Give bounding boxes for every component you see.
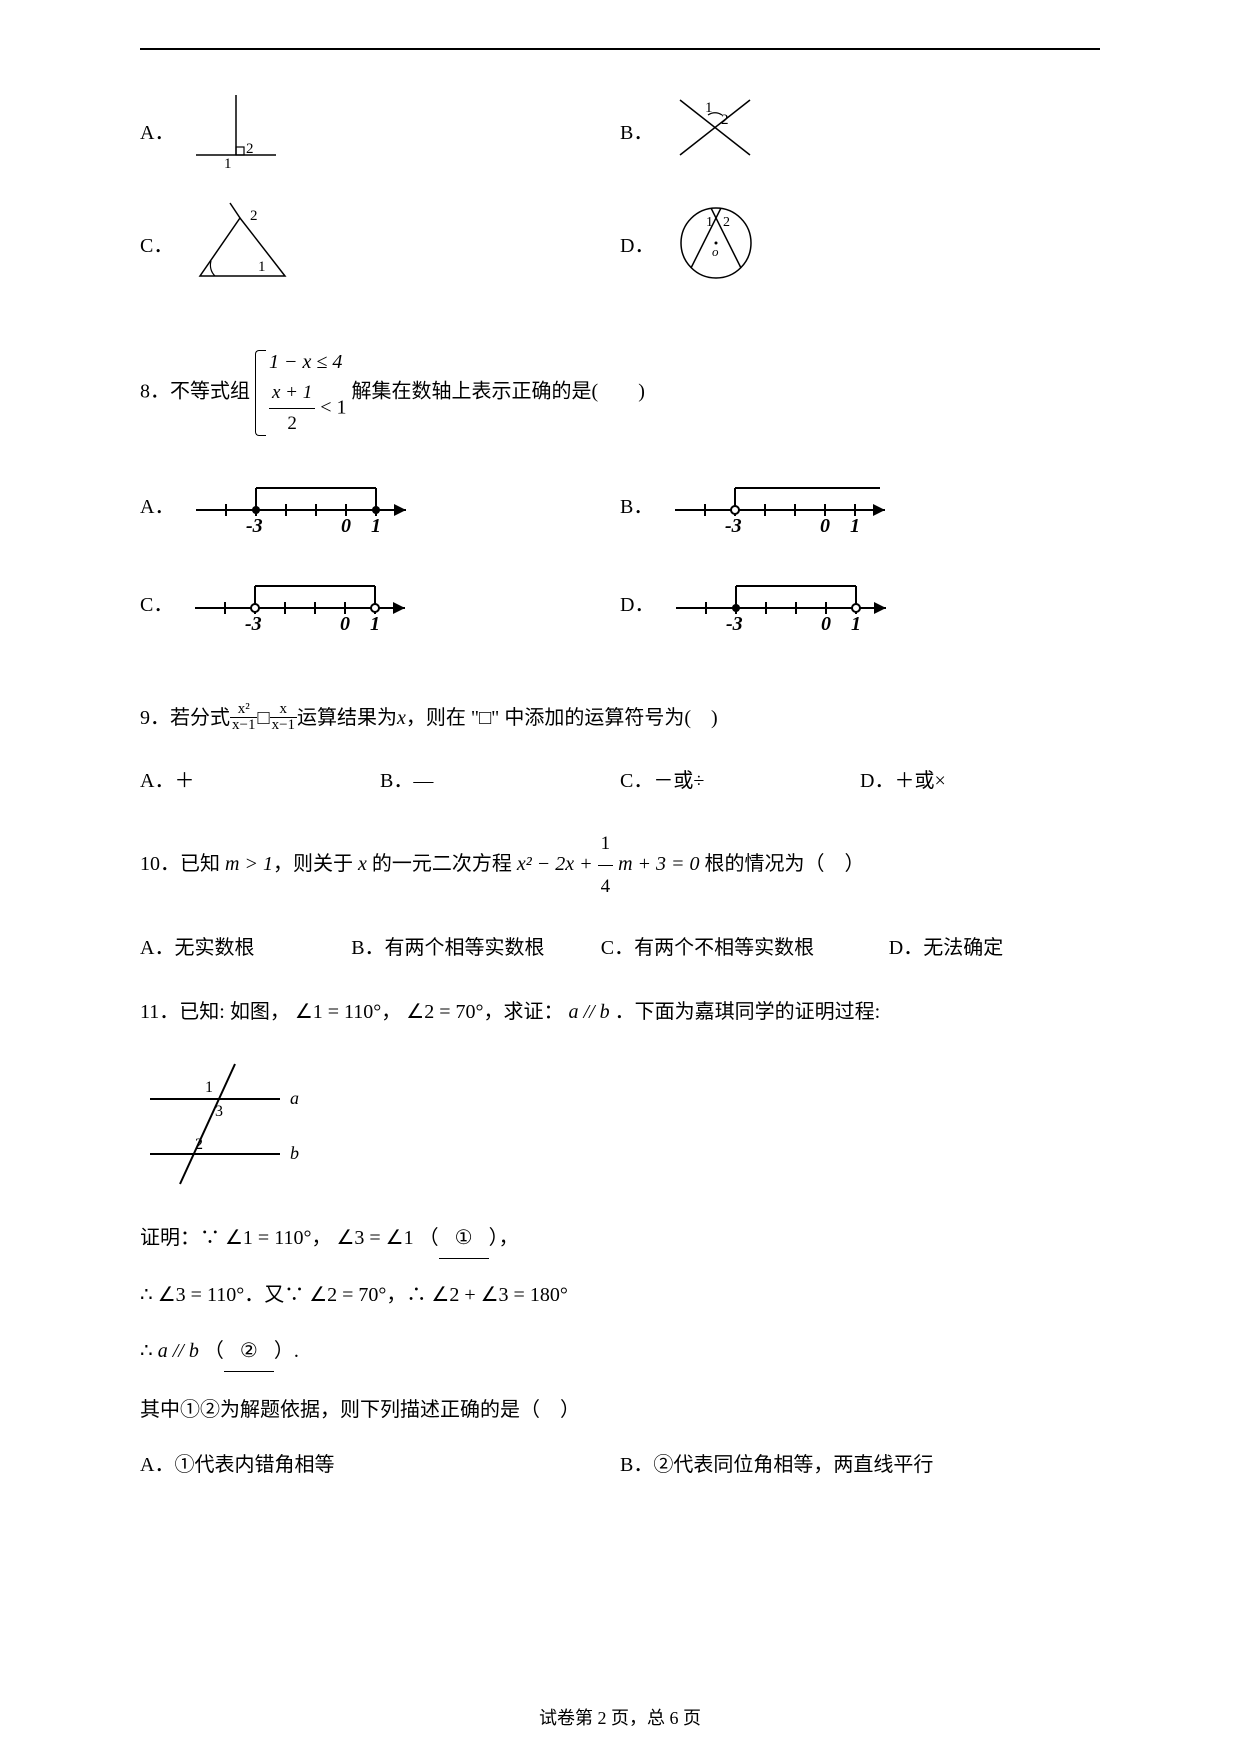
q8-numberline-a: -3 0 1 (186, 470, 426, 540)
q11-option-a: A．①代表内错角相等 (140, 1448, 620, 1477)
q11-stem: 11．已知: 如图， ∠1 = 110°， ∠2 = 70°，求证： a // … (140, 990, 1100, 1034)
svg-text:-3: -3 (246, 515, 263, 537)
blank-1: ① (439, 1218, 489, 1259)
q11-diagram: a b 1 3 2 (140, 1054, 1100, 1194)
svg-text:1: 1 (371, 515, 381, 537)
svg-text:2: 2 (246, 141, 254, 157)
svg-text:-3: -3 (725, 515, 742, 537)
svg-text:3: 3 (215, 1103, 223, 1120)
option-label: B． (620, 490, 653, 519)
svg-text:0: 0 (341, 515, 351, 537)
question-9: 9．若分式x²x−1□xx−1运算结果为x，则在 "□" 中添加的运算符号为( … (140, 696, 1100, 793)
page-footer: 试卷第 2 页，总 6 页 (0, 1704, 1240, 1730)
option-label: A． (140, 116, 174, 145)
q11-proof-line-1: 证明：∵ ∠1 = 110°， ∠3 = ∠1 （①）， (140, 1218, 1100, 1259)
header-rule (140, 48, 1100, 50)
svg-text:-3: -3 (245, 613, 262, 635)
svg-text:-3: -3 (726, 613, 743, 635)
q8-suffix: 解集在数轴上表示正确的是( ) (352, 380, 645, 402)
q7-option-c: C． 2 1 (140, 198, 620, 288)
q8-system: 1 − x ≤ 4 x + 12 < 1 (255, 346, 347, 440)
svg-text:2: 2 (250, 208, 258, 224)
q10-option-a: A．无实数根 (140, 931, 351, 960)
q7-diagram-c: 2 1 (185, 198, 305, 288)
q10-stem: 10．已知 m > 1，则关于 x 的一元二次方程 x² − 2x + 14 m… (140, 823, 1100, 908)
option-label: D． (620, 588, 654, 617)
svg-text:1: 1 (706, 215, 713, 230)
q8-ineq1: 1 − x ≤ 4 (269, 346, 347, 378)
svg-text:0: 0 (820, 515, 830, 537)
q8-numberline-d: -3 0 1 (666, 568, 906, 638)
q8-numberline-c: -3 0 1 (185, 568, 425, 638)
q7-option-a: A． 1 2 (140, 90, 620, 170)
option-label: B． (620, 116, 653, 145)
svg-text:2: 2 (195, 1136, 203, 1153)
q9-option-a: A．＋ (140, 764, 380, 793)
q11-proof-line-2: ∴ ∠3 = 110°．又∵ ∠2 = 70°，∴ ∠2 + ∠3 = 180° (140, 1275, 1100, 1315)
q10-options: A．无实数根 B．有两个相等实数根 C．有两个不相等实数根 D．无法确定 (140, 931, 1100, 960)
q8-option-d: D． -3 0 1 (620, 568, 1100, 638)
q7-option-b: B． 1 2 (620, 90, 1100, 170)
option-label: C． (140, 588, 173, 617)
q8-stem: 8．不等式组 1 − x ≤ 4 x + 12 < 1 解集在数轴上表示正确的是… (140, 346, 1100, 440)
q7-option-d: D． 1 2 o (620, 198, 1100, 288)
q9-option-d: D．＋或× (860, 764, 1100, 793)
q7-diagram-a: 1 2 (186, 90, 286, 170)
q10-option-b: B．有两个相等实数根 (351, 931, 601, 960)
question-7-options: A． 1 2 B． 1 2 (140, 90, 1100, 316)
question-10: 10．已知 m > 1，则关于 x 的一元二次方程 x² − 2x + 14 m… (140, 823, 1100, 961)
q9-option-c: C．－或÷ (620, 764, 860, 793)
q8-option-a: A． -3 0 1 (140, 470, 620, 540)
svg-text:2: 2 (721, 112, 729, 128)
q9-options: A．＋ B．— C．－或÷ D．＋或× (140, 764, 1100, 793)
svg-text:a: a (290, 1088, 299, 1108)
q11-desc: 其中①②为解题依据，则下列描述正确的是（ ） (140, 1388, 1100, 1432)
question-8: 8．不等式组 1 − x ≤ 4 x + 12 < 1 解集在数轴上表示正确的是… (140, 346, 1100, 666)
q11-proof-line-3: ∴ a // b （②）. (140, 1331, 1100, 1372)
svg-text:1: 1 (258, 259, 266, 275)
svg-text:1: 1 (850, 515, 860, 537)
svg-text:2: 2 (723, 215, 730, 230)
svg-text:1: 1 (705, 100, 713, 116)
svg-text:1: 1 (205, 1079, 213, 1096)
option-label: D． (620, 229, 654, 258)
question-11: 11．已知: 如图， ∠1 = 110°， ∠2 = 70°，求证： a // … (140, 990, 1100, 1477)
svg-text:1: 1 (224, 156, 232, 170)
svg-text:1: 1 (851, 613, 861, 635)
svg-text:0: 0 (821, 613, 831, 635)
svg-text:0: 0 (340, 613, 350, 635)
option-label: C． (140, 229, 173, 258)
q8-option-b: B． -3 0 1 (620, 470, 1100, 540)
q7-diagram-d: 1 2 o (666, 198, 766, 288)
q9-stem: 9．若分式x²x−1□xx−1运算结果为x，则在 "□" 中添加的运算符号为( … (140, 696, 1100, 740)
q8-prefix: 8．不等式组 (140, 380, 250, 402)
svg-text:o: o (712, 244, 719, 259)
q10-option-c: C．有两个不相等实数根 (601, 931, 889, 960)
q11-options: A．①代表内错角相等 B．②代表同位角相等，两直线平行 (140, 1448, 1100, 1477)
blank-2: ② (224, 1331, 274, 1372)
q8-numberline-b: -3 0 1 (665, 470, 905, 540)
svg-text:b: b (290, 1143, 299, 1163)
q9-option-b: B．— (380, 764, 620, 793)
q11-option-b: B．②代表同位角相等，两直线平行 (620, 1448, 1100, 1477)
svg-text:1: 1 (370, 613, 380, 635)
q8-option-c: C． -3 0 1 (140, 568, 620, 638)
option-label: A． (140, 490, 174, 519)
q7-diagram-b: 1 2 (665, 90, 765, 170)
q10-option-d: D．无法确定 (889, 931, 1100, 960)
